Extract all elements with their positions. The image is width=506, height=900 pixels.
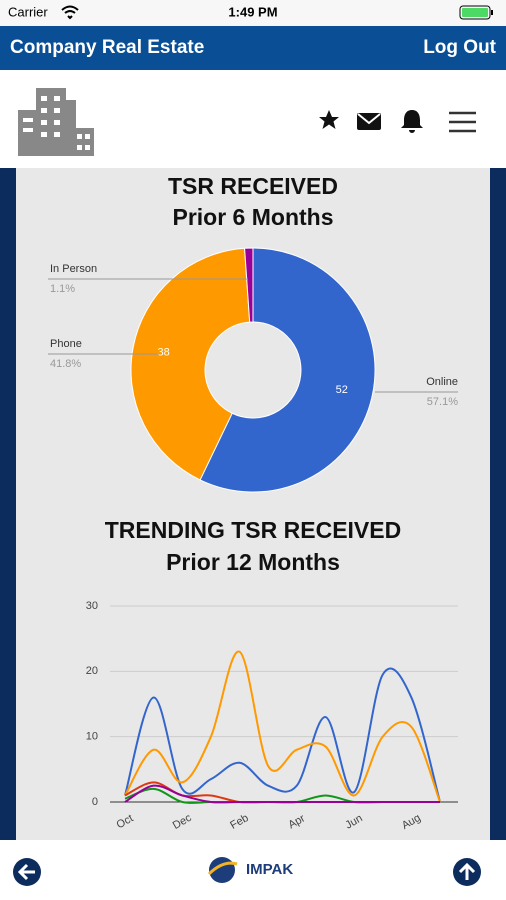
chart-title: TSR RECEIVED xyxy=(168,173,338,199)
battery xyxy=(459,5,491,20)
chart-subtitle: Prior 6 Months xyxy=(172,204,333,230)
carrier: Carrier xyxy=(8,4,48,19)
footer xyxy=(0,840,506,900)
wifi-icon xyxy=(61,5,79,20)
series-line xyxy=(124,784,440,804)
building-logo xyxy=(18,88,94,156)
legend-label: Phone xyxy=(50,338,82,350)
legend-percent: 57.1% xyxy=(427,396,458,408)
pie-slice xyxy=(199,247,376,493)
chart-subtitle: Prior 12 Months xyxy=(166,549,340,575)
y-tick-label: 0 xyxy=(92,796,98,808)
series-line xyxy=(124,667,441,803)
chart-title: TRENDING TSR RECEIVED xyxy=(105,517,401,543)
pie-chart: 52 Online 57.1% 38 Phone 41.8% In Person 1.1% xyxy=(48,247,458,493)
legend-percent: 1.1% xyxy=(50,283,75,295)
app-title: Company Real Estate xyxy=(10,37,204,58)
impak-logo xyxy=(207,857,238,883)
brand-name: IMPAK xyxy=(246,861,293,878)
legend-label: In Person xyxy=(50,263,97,275)
battery-tip xyxy=(491,10,493,15)
favorites-icon[interactable] xyxy=(319,110,339,129)
mail-icon[interactable] xyxy=(357,113,381,130)
pie-slice xyxy=(130,247,251,481)
legend-label: Online xyxy=(426,376,458,388)
scroll-top-button[interactable] xyxy=(453,858,481,886)
battery-level xyxy=(462,8,488,17)
series-line xyxy=(124,650,441,803)
legend-percent: 41.8% xyxy=(50,358,81,370)
slice-value-label: 52 xyxy=(336,384,348,396)
clock: 1:49 PM xyxy=(228,4,277,19)
y-tick-label: 10 xyxy=(86,731,98,743)
y-tick-label: 30 xyxy=(86,600,98,612)
logout-button[interactable]: Log Out xyxy=(423,37,496,58)
app-header xyxy=(0,26,506,70)
notifications-icon[interactable] xyxy=(401,110,423,133)
menu-icon[interactable] xyxy=(449,111,476,133)
status-bar xyxy=(0,0,506,26)
y-tick-label: 20 xyxy=(86,665,98,677)
pie-slice xyxy=(244,247,254,323)
slice-value-label: 38 xyxy=(158,347,170,359)
back-button[interactable] xyxy=(13,858,41,886)
